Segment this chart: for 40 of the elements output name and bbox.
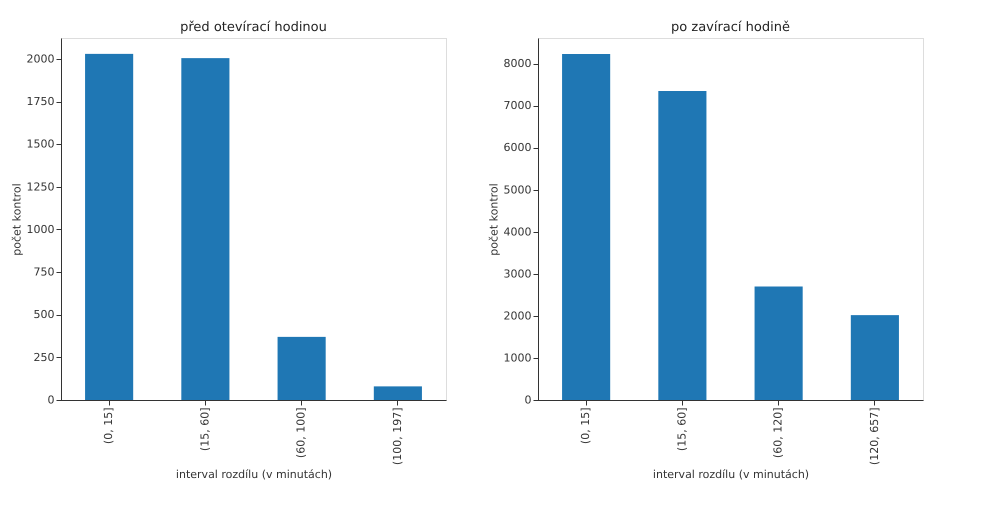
y-tick-label: 250	[34, 350, 54, 364]
bar	[374, 386, 422, 400]
y-tick-label: 0	[524, 394, 532, 406]
x-tick-label: (15, 60]	[198, 408, 212, 452]
y-tick-label: 0	[48, 394, 54, 406]
bar	[658, 90, 706, 400]
y-tick-label: 4000	[504, 225, 532, 238]
y-tick-label: 2000	[26, 52, 54, 66]
y-tick-label: 7000	[504, 99, 532, 112]
bar	[850, 315, 899, 400]
y-tick-label: 1750	[26, 95, 54, 108]
bar	[181, 58, 230, 400]
y-tick-label: 1250	[26, 180, 54, 194]
bar	[754, 286, 803, 400]
x-tick-label: (0, 15]	[102, 408, 116, 444]
x-axis-title: interval rozdílu (v minutách)	[652, 468, 810, 482]
bar	[278, 336, 326, 400]
chart-title: před otevírací hodinou	[180, 20, 327, 35]
y-tick-label: 2000	[504, 309, 532, 322]
y-tick-label: 500	[34, 308, 54, 322]
bar	[85, 54, 134, 400]
y-axis-title: počet kontrol	[488, 183, 501, 256]
y-tick-label: 3000	[504, 267, 532, 280]
y-tick-label: 5000	[504, 183, 532, 196]
x-axis-title: interval rozdílu (v minutách)	[176, 468, 332, 482]
x-tick-label: (100, 197]	[390, 408, 404, 466]
x-tick-label: (0, 15]	[579, 408, 592, 444]
chart-title: po zavírací hodině	[671, 20, 790, 35]
x-tick-label: (120, 657]	[868, 408, 881, 466]
y-tick-label: 1500	[26, 138, 54, 151]
y-tick-label: 1000	[26, 222, 54, 236]
x-tick-label: (15, 60]	[675, 408, 688, 452]
x-tick-label: (60, 120]	[772, 408, 785, 458]
y-tick-label: 8000	[504, 57, 532, 70]
y-axis-title: počet kontrol	[10, 183, 24, 256]
x-tick-label: (60, 100]	[294, 408, 308, 458]
y-tick-label: 1000	[504, 351, 532, 364]
bar	[562, 54, 610, 400]
y-tick-label: 6000	[504, 141, 532, 154]
y-tick-label: 750	[34, 266, 54, 279]
